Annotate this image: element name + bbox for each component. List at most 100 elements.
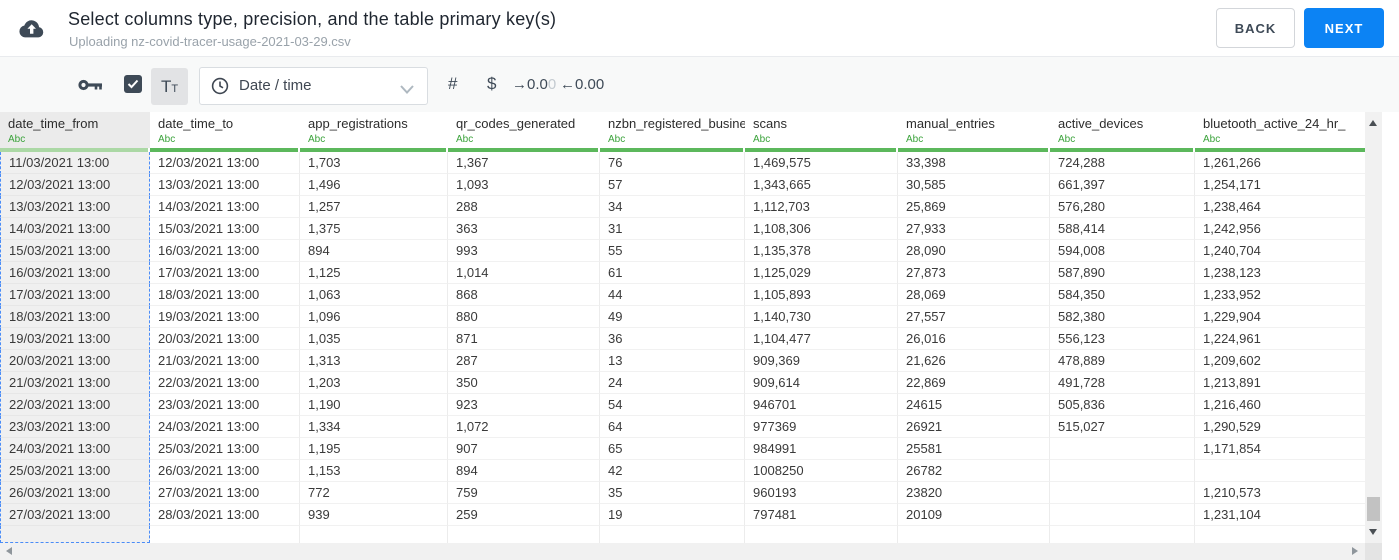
table-cell[interactable]: 868 <box>448 284 600 306</box>
table-cell[interactable] <box>600 526 745 543</box>
table-cell[interactable]: 1,112,703 <box>745 196 898 218</box>
table-cell[interactable]: 36 <box>600 328 745 350</box>
table-cell[interactable]: 871 <box>448 328 600 350</box>
horizontal-scrollbar[interactable] <box>0 543 1365 560</box>
table-cell[interactable]: 478,889 <box>1050 350 1195 372</box>
table-cell[interactable]: 1,195 <box>300 438 448 460</box>
table-cell[interactable]: 25,869 <box>898 196 1050 218</box>
table-cell[interactable]: 26/03/2021 13:00 <box>150 460 300 482</box>
table-cell[interactable] <box>1195 460 1365 482</box>
table-cell[interactable]: 1,203 <box>300 372 448 394</box>
table-cell[interactable] <box>448 526 600 543</box>
table-cell[interactable]: 993 <box>448 240 600 262</box>
table-cell[interactable]: 20109 <box>898 504 1050 526</box>
column-header-bluetooth_active_24_hr_[interactable]: bluetooth_active_24_hr_ Abc <box>1195 112 1365 148</box>
table-cell[interactable]: 1,242,956 <box>1195 218 1365 240</box>
table-cell[interactable]: 1,257 <box>300 196 448 218</box>
table-cell[interactable]: 28/03/2021 13:00 <box>150 504 300 526</box>
table-cell[interactable]: 946701 <box>745 394 898 416</box>
table-cell[interactable]: 363 <box>448 218 600 240</box>
table-cell[interactable]: 1,703 <box>300 152 448 174</box>
table-cell[interactable]: 1,153 <box>300 460 448 482</box>
table-cell[interactable] <box>745 526 898 543</box>
table-cell[interactable]: 64 <box>600 416 745 438</box>
table-cell[interactable]: 1,238,464 <box>1195 196 1365 218</box>
table-cell[interactable]: 26921 <box>898 416 1050 438</box>
table-cell[interactable]: 939 <box>300 504 448 526</box>
table-cell[interactable]: 772 <box>300 482 448 504</box>
scroll-left-icon[interactable] <box>6 547 12 555</box>
currency-type-button[interactable]: $ <box>487 74 497 93</box>
next-button[interactable]: NEXT <box>1304 8 1384 48</box>
table-cell[interactable]: 1,093 <box>448 174 600 196</box>
table-cell[interactable]: 18/03/2021 13:00 <box>150 284 300 306</box>
table-cell[interactable]: 584,350 <box>1050 284 1195 306</box>
table-cell[interactable]: 23/03/2021 13:00 <box>0 416 150 438</box>
table-cell[interactable]: 19/03/2021 13:00 <box>150 306 300 328</box>
table-cell[interactable]: 26/03/2021 13:00 <box>0 482 150 504</box>
table-cell[interactable]: 759 <box>448 482 600 504</box>
back-button[interactable]: BACK <box>1216 8 1295 48</box>
table-cell[interactable]: 556,123 <box>1050 328 1195 350</box>
table-cell[interactable]: 14/03/2021 13:00 <box>150 196 300 218</box>
table-cell[interactable]: 34 <box>600 196 745 218</box>
increase-precision-button[interactable]: →0.00 <box>512 76 557 93</box>
table-cell[interactable]: 27,933 <box>898 218 1050 240</box>
table-cell[interactable]: 21,626 <box>898 350 1050 372</box>
vertical-scrollbar-thumb[interactable] <box>1367 497 1380 521</box>
table-cell[interactable]: 582,380 <box>1050 306 1195 328</box>
table-cell[interactable]: 977369 <box>745 416 898 438</box>
table-cell[interactable]: 1,496 <box>300 174 448 196</box>
table-cell[interactable]: 1,105,893 <box>745 284 898 306</box>
table-cell[interactable]: 28,069 <box>898 284 1050 306</box>
table-cell[interactable]: 65 <box>600 438 745 460</box>
table-cell[interactable]: 588,414 <box>1050 218 1195 240</box>
table-cell[interactable]: 30,585 <box>898 174 1050 196</box>
column-header-qr_codes_generated[interactable]: qr_codes_generated Abc <box>448 112 600 148</box>
column-header-date_time_from[interactable]: date_time_from Abc <box>0 112 150 148</box>
table-cell[interactable]: 61 <box>600 262 745 284</box>
table-cell[interactable]: 17/03/2021 13:00 <box>0 284 150 306</box>
table-cell[interactable]: 1,261,266 <box>1195 152 1365 174</box>
table-cell[interactable]: 27/03/2021 13:00 <box>0 504 150 526</box>
table-cell[interactable]: 13 <box>600 350 745 372</box>
table-cell[interactable]: 35 <box>600 482 745 504</box>
table-cell[interactable]: 576,280 <box>1050 196 1195 218</box>
number-type-button[interactable]: # <box>448 74 458 93</box>
table-cell[interactable]: 1,469,575 <box>745 152 898 174</box>
table-cell[interactable]: 20/03/2021 13:00 <box>150 328 300 350</box>
column-header-app_registrations[interactable]: app_registrations Abc <box>300 112 448 148</box>
table-cell[interactable]: 18/03/2021 13:00 <box>0 306 150 328</box>
table-cell[interactable]: 1,229,904 <box>1195 306 1365 328</box>
table-cell[interactable] <box>1195 526 1365 543</box>
table-cell[interactable]: 16/03/2021 13:00 <box>0 262 150 284</box>
table-cell[interactable] <box>898 526 1050 543</box>
table-cell[interactable]: 26782 <box>898 460 1050 482</box>
table-cell[interactable]: 22,869 <box>898 372 1050 394</box>
column-header-nzbn_registered_busine[interactable]: nzbn_registered_busine Abc <box>600 112 745 148</box>
table-cell[interactable]: 909,614 <box>745 372 898 394</box>
table-cell[interactable]: 1,135,378 <box>745 240 898 262</box>
table-cell[interactable]: 16/03/2021 13:00 <box>150 240 300 262</box>
table-cell[interactable]: 1,240,704 <box>1195 240 1365 262</box>
table-cell[interactable]: 25581 <box>898 438 1050 460</box>
table-cell[interactable]: 12/03/2021 13:00 <box>150 152 300 174</box>
table-cell[interactable]: 25/03/2021 13:00 <box>150 438 300 460</box>
table-cell[interactable]: 19/03/2021 13:00 <box>0 328 150 350</box>
table-cell[interactable]: 1,216,460 <box>1195 394 1365 416</box>
table-cell[interactable]: 55 <box>600 240 745 262</box>
primary-key-checkbox[interactable] <box>124 75 142 93</box>
table-cell[interactable]: 14/03/2021 13:00 <box>0 218 150 240</box>
table-cell[interactable]: 33,398 <box>898 152 1050 174</box>
table-cell[interactable]: 724,288 <box>1050 152 1195 174</box>
table-cell[interactable]: 797481 <box>745 504 898 526</box>
table-cell[interactable]: 24 <box>600 372 745 394</box>
table-cell[interactable] <box>1050 460 1195 482</box>
table-cell[interactable]: 44 <box>600 284 745 306</box>
table-cell[interactable] <box>1050 504 1195 526</box>
table-cell[interactable]: 1,290,529 <box>1195 416 1365 438</box>
table-cell[interactable]: 22/03/2021 13:00 <box>150 372 300 394</box>
table-cell[interactable]: 20/03/2021 13:00 <box>0 350 150 372</box>
scroll-up-icon[interactable] <box>1369 120 1377 126</box>
table-cell[interactable]: 1,096 <box>300 306 448 328</box>
